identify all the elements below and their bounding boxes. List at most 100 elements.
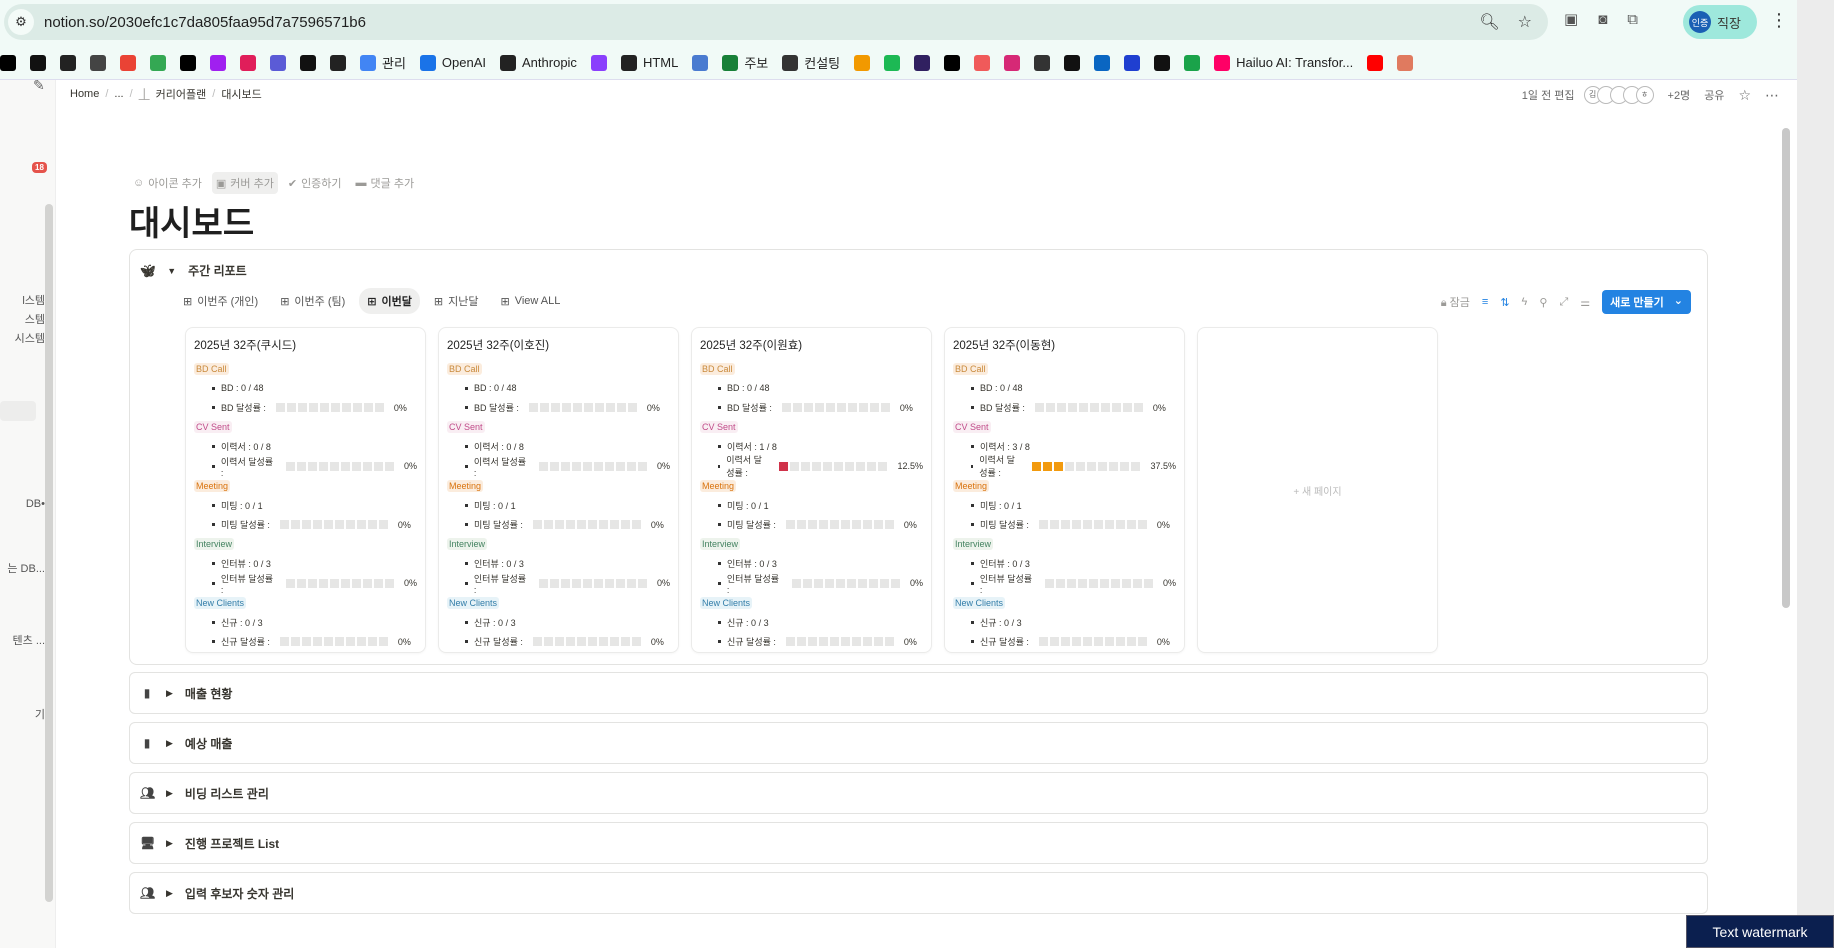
- view-tab[interactable]: ⊞ 지난달: [426, 288, 487, 314]
- gallery-card[interactable]: 2025년 32주(이호진) BD Call BD : 0 / 48 BD 달성률 :…: [438, 327, 679, 653]
- breadcrumb-item[interactable]: 대시보드: [221, 89, 262, 101]
- expand-toggle-icon[interactable]: ▶: [166, 887, 173, 898]
- bookmark-item[interactable]: [1367, 54, 1384, 71]
- bookmark-item[interactable]: [300, 54, 316, 71]
- bookmark-item[interactable]: [270, 54, 286, 71]
- search-icon[interactable]: ⚲: [1539, 296, 1548, 309]
- add-smiley-button[interactable]: ☺ 아이콘 추가: [129, 172, 206, 194]
- automation-icon[interactable]: ϟ: [1521, 296, 1528, 308]
- bookmark-item[interactable]: [1064, 54, 1081, 71]
- share-button[interactable]: 공유: [1704, 90, 1725, 102]
- bookmark-item[interactable]: [1154, 54, 1171, 71]
- bookmark-item[interactable]: 주보: [722, 53, 768, 72]
- bookmark-item[interactable]: [210, 54, 226, 71]
- settings-sliders-icon[interactable]: ⚌: [1580, 296, 1591, 309]
- expand-icon[interactable]: ⤢: [1559, 295, 1569, 308]
- bookmark-item[interactable]: [330, 54, 346, 71]
- bookmark-item[interactable]: [240, 54, 256, 71]
- collapsed-section[interactable]: 👥︎ ▶ 비딩 리스트 관리: [129, 772, 1708, 814]
- extensions-puzzle-icon[interactable]: ⧉: [1627, 10, 1638, 28]
- breadcrumb-item[interactable]: ...: [114, 88, 124, 100]
- bookmark-item[interactable]: HTML: [620, 54, 678, 71]
- site-settings-icon[interactable]: ⚙: [8, 9, 34, 35]
- more-people[interactable]: +2명: [1667, 90, 1691, 102]
- view-tab[interactable]: ⊞ 이번주 (개인): [175, 288, 266, 314]
- url-text[interactable]: notion.so/2030efc1c7da805faa95d7a7596571…: [44, 13, 366, 31]
- lock-button[interactable]: 🔒︎ 잠금: [1440, 297, 1470, 309]
- extension-icon[interactable]: ▣: [1564, 11, 1579, 28]
- favorite-star-icon[interactable]: ☆: [1738, 86, 1751, 103]
- new-page-card[interactable]: + 새 페이지: [1197, 327, 1438, 653]
- new-page-icon[interactable]: ✎: [33, 80, 45, 93]
- bookmark-item[interactable]: [1124, 54, 1141, 71]
- profile-button[interactable]: 인증 직장: [1683, 5, 1757, 39]
- expand-toggle-icon[interactable]: ▶: [166, 787, 173, 798]
- sidebar-item-label[interactable]: l스템: [22, 295, 45, 307]
- view-tab[interactable]: ⊞ 이번주 (팀): [272, 288, 353, 314]
- add-verified-button[interactable]: ✔ 인증하기: [284, 172, 346, 194]
- bookmark-item[interactable]: [854, 54, 871, 71]
- collapsed-section[interactable]: ▮ ▶ 예상 매출: [129, 722, 1708, 764]
- gallery-card[interactable]: 2025년 32주(쿠시드) BD Call BD : 0 / 48 BD 달성률 :…: [185, 327, 426, 653]
- bookmark-item[interactable]: [914, 54, 931, 71]
- bookmark-item[interactable]: [120, 54, 136, 71]
- bookmark-item[interactable]: [30, 54, 46, 71]
- sidebar-item-selected[interactable]: [0, 401, 36, 421]
- text-watermark-button[interactable]: Text watermark: [1686, 915, 1834, 948]
- camera-icon[interactable]: ◙: [1598, 10, 1608, 28]
- sort-icon[interactable]: ⇅: [1500, 296, 1510, 309]
- gallery-card[interactable]: 2025년 32주(이동현) BD Call BD : 0 / 48 BD 달성률 :…: [944, 327, 1185, 653]
- filter-icon[interactable]: ≡: [1481, 296, 1489, 308]
- bookmark-item[interactable]: [692, 54, 709, 71]
- collapsed-section[interactable]: 👥︎ ▶ 입력 후보자 숫자 관리: [129, 872, 1708, 914]
- bookmark-item[interactable]: [884, 54, 901, 71]
- bookmark-item[interactable]: [974, 54, 991, 71]
- bookmark-item[interactable]: 컨설팅: [782, 53, 840, 72]
- breadcrumb-item[interactable]: 커리어플랜: [155, 89, 207, 101]
- bookmark-item[interactable]: [1004, 54, 1021, 71]
- view-tab[interactable]: ⊞ View ALL: [492, 288, 568, 314]
- expand-toggle-icon[interactable]: ▶: [166, 837, 173, 848]
- bookmark-item[interactable]: [90, 54, 106, 71]
- collapse-toggle-icon[interactable]: ▼: [167, 265, 177, 276]
- zoom-icon[interactable]: 🔍︎: [1479, 14, 1500, 31]
- bookmark-item[interactable]: [180, 54, 196, 71]
- bookmark-item[interactable]: 관리: [360, 53, 406, 72]
- address-bar[interactable]: ⚙ notion.so/2030efc1c7da805faa95d7a75965…: [4, 4, 1548, 40]
- bookmark-item[interactable]: Hailuo AI: Transfor...: [1214, 54, 1353, 71]
- bookmark-item[interactable]: [1184, 54, 1201, 71]
- gallery-card[interactable]: 2025년 32주(이원효) BD Call BD : 0 / 48 BD 달성률 :…: [691, 327, 932, 653]
- page-title[interactable]: 대시보드: [129, 204, 255, 244]
- bookmark-item[interactable]: [1094, 54, 1111, 71]
- chevron-down-icon[interactable]: ⌄: [1673, 295, 1683, 307]
- sidebar-scrollbar[interactable]: [45, 204, 53, 902]
- sidebar-item-label[interactable]: 기: [34, 709, 45, 721]
- sidebar-item-label[interactable]: 시스템: [14, 333, 45, 345]
- add-comment-button[interactable]: ▬ 댓글 추가: [352, 172, 419, 194]
- collapsed-section[interactable]: ▮ ▶ 매출 현황: [129, 672, 1708, 714]
- bookmark-item[interactable]: [944, 54, 961, 71]
- expand-toggle-icon[interactable]: ▶: [166, 737, 173, 748]
- view-tab[interactable]: ⊞ 이번달: [359, 288, 420, 314]
- database-title[interactable]: 주간 리포트: [188, 264, 247, 278]
- bookmark-star-icon[interactable]: ☆: [1517, 14, 1532, 31]
- sidebar-item-label[interactable]: DB•: [25, 498, 45, 510]
- bookmark-item[interactable]: [590, 54, 607, 71]
- expand-toggle-icon[interactable]: ▶: [166, 687, 173, 698]
- collapsed-section[interactable]: 🖥︎ ▶ 진행 프로젝트 List: [129, 822, 1708, 864]
- bookmark-item[interactable]: Anthropic: [500, 54, 577, 71]
- bookmark-item[interactable]: [1397, 54, 1414, 71]
- page-scrollbar[interactable]: [1782, 128, 1790, 608]
- bookmark-item[interactable]: [1034, 54, 1051, 71]
- sidebar-item-label[interactable]: 는 DB...: [7, 563, 45, 575]
- more-options-icon[interactable]: ⋯: [1765, 86, 1779, 103]
- bookmark-item[interactable]: [150, 54, 166, 71]
- add-image-button[interactable]: ▣ 커버 추가: [211, 172, 278, 194]
- bookmark-item[interactable]: [60, 54, 76, 71]
- browser-menu-icon[interactable]: ⋮: [1770, 10, 1788, 30]
- avatar[interactable]: ㅎ: [1635, 86, 1654, 104]
- bookmark-item[interactable]: OpenAI: [419, 54, 486, 71]
- new-button[interactable]: 새로 만들기 ⌄: [1602, 290, 1691, 314]
- breadcrumb-item[interactable]: Home: [70, 88, 100, 100]
